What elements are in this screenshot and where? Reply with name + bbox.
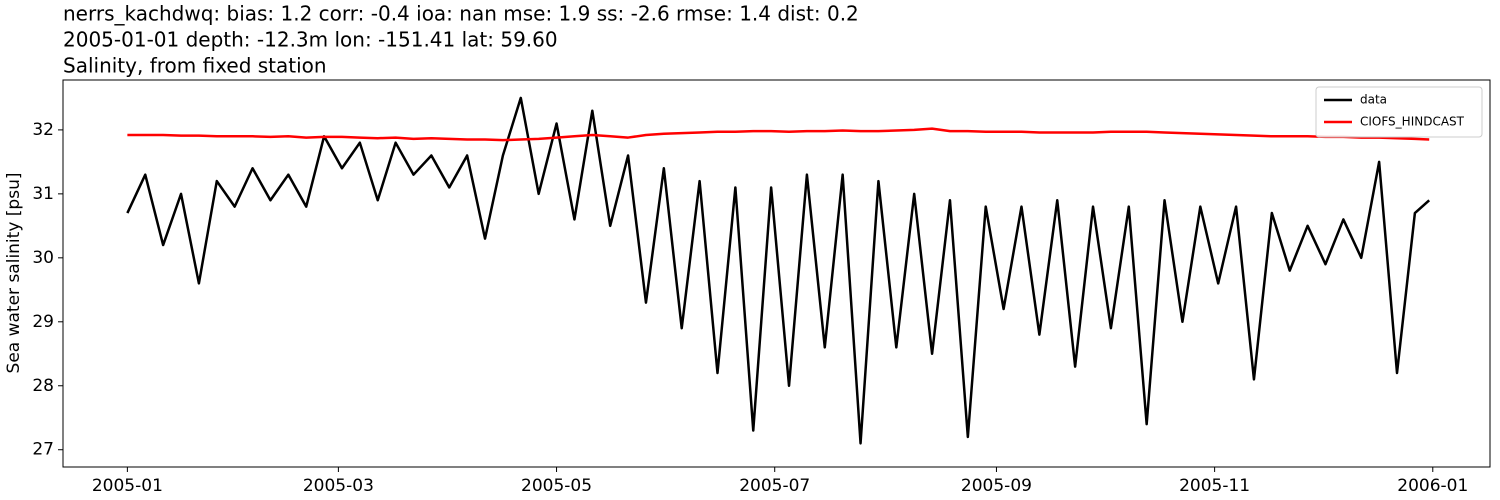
x-tick-label: 2005-03 (303, 476, 374, 496)
y-tick-label: 30 (32, 248, 54, 268)
y-tick-label: 28 (32, 376, 54, 396)
x-tick-label: 2006-01 (1397, 476, 1468, 496)
plot-frame (62, 79, 1491, 468)
y-axis-label: Sea water salinity [psu] (4, 173, 24, 374)
legend-box (1315, 86, 1483, 138)
legend: data CIOFS_HINDCAST (1315, 86, 1483, 138)
y-tick-label: 31 (32, 184, 54, 204)
x-tick-label: 2005-11 (1179, 476, 1250, 496)
y-tick-label: 29 (32, 312, 54, 332)
x-tick-label: 2005-01 (92, 476, 163, 496)
data-line (126, 96, 1431, 445)
chart-title: nerrs_kachdwq: bias: 1.2 corr: -0.4 ioa:… (63, 2, 859, 26)
y-tick-label: 32 (32, 120, 54, 140)
chart-subtitle: Salinity, from fixed station (63, 54, 327, 78)
y-tick-label: 27 (32, 440, 54, 460)
x-tick-label: 2005-07 (739, 476, 810, 496)
chart-subtitle: 2005-01-01 depth: -12.3m lon: -151.41 la… (63, 28, 558, 52)
legend-label: CIOFS_HINDCAST (1360, 115, 1465, 129)
legend-label: data (1360, 93, 1387, 107)
x-tick-label: 2005-09 (961, 476, 1032, 496)
data-line (127, 127, 1430, 142)
x-tick-label: 2005-05 (521, 476, 592, 496)
